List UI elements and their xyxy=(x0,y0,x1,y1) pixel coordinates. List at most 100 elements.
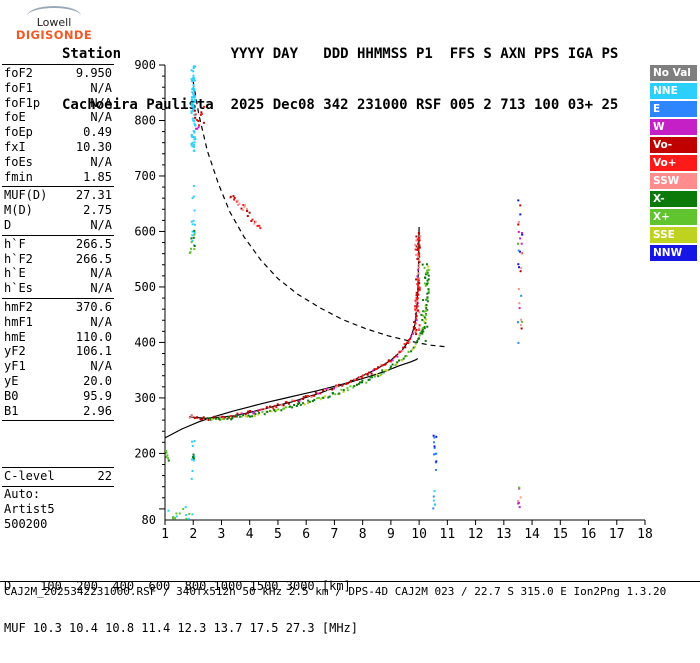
parameter-value: 370.6 xyxy=(75,299,112,314)
parameter-row: foEp 0.49 xyxy=(2,125,114,140)
svg-text:7: 7 xyxy=(330,527,338,542)
rfi-column-10mhz xyxy=(432,434,438,471)
parameter-row: C-level 22 xyxy=(2,469,114,484)
parameter-label: foF1 xyxy=(4,80,33,95)
parameter-group: foF2 9.950 foF1 N/A foF1p N/A foE N/A foEp 0.49 fx… xyxy=(2,65,114,188)
legend-item-e: E xyxy=(650,101,697,117)
logo-arc-icon xyxy=(27,6,81,16)
parameter-label: foF1p xyxy=(4,95,41,110)
legend-item-x+: X+ xyxy=(650,209,697,225)
parameter-row: Artist5 xyxy=(2,502,114,517)
svg-text:1: 1 xyxy=(161,527,169,542)
svg-text:600: 600 xyxy=(134,224,156,238)
header-values-row: Cachoeira Paulista 2025 Dec08 342 231000… xyxy=(62,97,619,113)
legend-item-x-: X- xyxy=(650,191,697,207)
parameter-value: 22 xyxy=(97,469,112,484)
fitted-trace xyxy=(188,226,420,420)
green-patch-600km xyxy=(188,229,196,254)
cusp-spread-o xyxy=(414,232,421,336)
parameter-value: 95.9 xyxy=(83,388,112,403)
header-labels-row: Station YYYY DAY DDD HHMMSS P1 FFS S AXN… xyxy=(62,46,619,62)
svg-text:5: 5 xyxy=(274,527,282,542)
ionogram-app: Lowell DIGISONDE Station YYYY DAY DDD HH… xyxy=(0,6,700,635)
parameter-label: 500200 xyxy=(4,516,48,531)
parameter-label: D xyxy=(4,217,12,232)
muf-row: MUF 10.3 10.4 10.8 11.4 12.3 13.7 17.5 2… xyxy=(4,621,359,635)
parameter-label: Auto: xyxy=(4,487,41,502)
legend-item-ssw: SSW xyxy=(650,173,697,189)
parameter-row: foE N/A xyxy=(2,110,114,125)
svg-text:16: 16 xyxy=(581,527,597,542)
svg-text:14: 14 xyxy=(524,527,540,542)
legend-item-no-val: No Val xyxy=(650,65,697,81)
parameter-value: 1.85 xyxy=(83,169,112,184)
rfi-column-10mhz-low xyxy=(432,490,436,510)
green-dot-2mhz-200km xyxy=(192,453,195,460)
parameter-row: h`F2 266.5 xyxy=(2,252,114,267)
parameter-value: N/A xyxy=(90,281,112,296)
svg-text:18: 18 xyxy=(637,527,653,542)
svg-text:12: 12 xyxy=(468,527,484,542)
parameter-group: hmF2 370.6 hmF1 N/A hmE 110.0 yF2 106.1 yF1 N/A yE… xyxy=(2,299,114,422)
legend-item-vo+: Vo+ xyxy=(650,155,697,171)
svg-text:200: 200 xyxy=(134,446,156,460)
distance-row: D 100 200 400 600 800 1000 1500 3000 [km… xyxy=(4,579,351,593)
parameter-label: fmin xyxy=(4,169,33,184)
oblique-streak xyxy=(229,195,262,230)
lowell-digisonde-logo: Lowell DIGISONDE xyxy=(6,6,102,42)
legend-item-nnw: NNW xyxy=(650,245,697,261)
parameter-value: 110.0 xyxy=(75,329,112,344)
green-patch-left xyxy=(165,449,170,462)
file-info-footer: CAJ2M_2025342231000.RSF / 340fx512h 50 k… xyxy=(4,585,667,598)
rfi-column-2mhz-low xyxy=(190,440,196,480)
parameter-label: yF2 xyxy=(4,344,26,359)
parameter-value: 27.31 xyxy=(75,188,112,203)
parameter-label: yF1 xyxy=(4,359,26,374)
rfi-column-13mhz-low xyxy=(517,486,522,509)
parameter-row: M(D) 2.75 xyxy=(2,203,114,218)
parameter-label: fxI xyxy=(4,139,26,154)
confidence-level-group: C-level 22 xyxy=(2,467,114,488)
rfi-column-2mhz-top xyxy=(190,65,197,152)
svg-text:9: 9 xyxy=(387,527,395,542)
svg-text:17: 17 xyxy=(609,527,625,542)
parameter-value: 2.96 xyxy=(83,403,112,418)
parameter-label: M(D) xyxy=(4,203,33,218)
parameter-label: C-level xyxy=(4,469,55,484)
parameter-panel: foF2 9.950 foF1 N/A foF1p N/A foE N/A foEp 0.49 fx… xyxy=(2,64,114,532)
parameter-value: 2.75 xyxy=(83,203,112,218)
svg-text:10: 10 xyxy=(411,527,427,542)
svg-text:300: 300 xyxy=(134,391,156,405)
parameter-value: N/A xyxy=(90,266,112,281)
parameter-row: yE 20.0 xyxy=(2,374,114,389)
parameter-row: yF1 N/A xyxy=(2,359,114,374)
svg-text:8: 8 xyxy=(359,527,367,542)
svg-text:900: 900 xyxy=(134,58,156,72)
parameter-label: foEp xyxy=(4,125,33,140)
legend-item-sse: SSE xyxy=(650,227,697,243)
parameter-value: 0.49 xyxy=(83,125,112,140)
parameter-label: h`Es xyxy=(4,281,33,296)
parameter-label: foEs xyxy=(4,154,33,169)
parameter-value: N/A xyxy=(90,217,112,232)
parameter-row: D N/A xyxy=(2,218,114,233)
parameter-label: hmF1 xyxy=(4,314,33,329)
footer-divider xyxy=(0,581,700,582)
interference-points xyxy=(165,65,524,520)
svg-text:11: 11 xyxy=(440,527,456,542)
parameter-row: 500200 xyxy=(2,517,114,532)
parameter-value: 106.1 xyxy=(75,344,112,359)
svg-text:800: 800 xyxy=(134,113,156,127)
parameter-label: hmE xyxy=(4,329,26,344)
rfi-bottom-left xyxy=(167,506,194,520)
svg-text:80: 80 xyxy=(142,513,156,527)
parameter-row: h`Es N/A xyxy=(2,281,114,296)
parameter-row: B1 2.96 xyxy=(2,404,114,419)
autoscaling-info: Auto: Artist5 500200 xyxy=(2,487,114,531)
parameter-value: N/A xyxy=(90,154,112,169)
x-mode-trace-echoes xyxy=(206,265,431,421)
svg-text:15: 15 xyxy=(552,527,568,542)
parameter-label: foE xyxy=(4,110,26,125)
parameter-value: N/A xyxy=(90,95,112,110)
parameter-label: h`F xyxy=(4,236,26,251)
